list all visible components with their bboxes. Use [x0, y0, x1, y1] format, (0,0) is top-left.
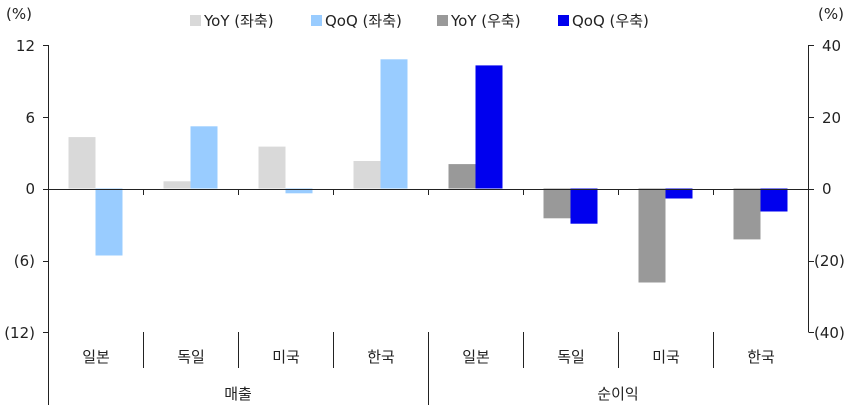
left-tick-label: (6)	[14, 252, 35, 270]
bar-revenue-qoq-4	[380, 59, 408, 189]
right-tick-label: 40	[822, 37, 841, 55]
bar-net-income-yoy-2	[543, 188, 571, 219]
left-axis-line	[43, 45, 49, 405]
right-axis: 40 20 0 (20) (40)	[814, 37, 845, 342]
bar-net-income-qoq-1	[475, 65, 503, 189]
bar-net-income-yoy-1	[448, 164, 476, 189]
group-label-net-income: 순이익	[597, 385, 638, 403]
category-label: 독일	[177, 348, 205, 366]
category-label: 미국	[272, 348, 300, 366]
bar-revenue-yoy-4	[353, 161, 381, 189]
bars	[68, 59, 788, 283]
right-tick-label: 0	[822, 180, 832, 198]
legend-item-yoy-right: YoY (우축)	[437, 12, 521, 30]
legend-swatch-qoq-left	[311, 15, 322, 26]
legend-label-yoy-left: YoY (좌축)	[203, 12, 274, 30]
category-label: 독일	[557, 348, 585, 366]
legend-label-qoq-left: QoQ (좌축)	[325, 12, 402, 30]
bar-revenue-yoy-3	[258, 146, 286, 189]
bar-revenue-yoy-1	[68, 137, 96, 189]
legend-item-qoq-right: QoQ (우축)	[558, 12, 649, 30]
right-tick-label: (40)	[814, 324, 845, 342]
bar-net-income-qoq-2	[570, 188, 598, 224]
legend-item-yoy-left: YoY (좌축)	[190, 12, 274, 30]
category-label: 일본	[82, 348, 110, 366]
bar-net-income-qoq-4	[760, 188, 788, 212]
category-labels: 일본 독일 미국 한국 일본 독일 미국 한국	[82, 348, 775, 366]
right-axis-line	[808, 45, 814, 333]
category-label: 미국	[652, 348, 680, 366]
left-tick-label: (12)	[4, 324, 35, 342]
legend-label-yoy-right: YoY (우축)	[450, 12, 521, 30]
bar-net-income-qoq-3	[665, 188, 693, 199]
legend-item-qoq-left: QoQ (좌축)	[311, 12, 402, 30]
category-label: 한국	[367, 348, 395, 366]
legend-swatch-yoy-right	[437, 15, 448, 26]
right-tick-label: (20)	[814, 252, 845, 270]
bar-net-income-yoy-4	[733, 188, 761, 240]
category-dividers	[143, 332, 714, 405]
legend: YoY (좌축) QoQ (좌축) YoY (우축) QoQ (우축)	[190, 12, 649, 30]
legend-swatch-yoy-left	[190, 15, 201, 26]
left-tick-label: 12	[16, 37, 35, 55]
bar-net-income-yoy-3	[638, 188, 666, 283]
left-axis-unit: (%)	[6, 5, 32, 23]
right-axis-unit: (%)	[818, 5, 844, 23]
group-label-revenue: 매출	[224, 385, 252, 403]
legend-swatch-qoq-right	[558, 15, 569, 26]
bar-revenue-qoq-3	[285, 188, 313, 194]
left-tick-label: 6	[25, 109, 35, 127]
left-tick-label: 0	[25, 180, 35, 198]
bar-revenue-qoq-1	[95, 188, 123, 256]
category-label: 일본	[462, 348, 490, 366]
left-axis: 12 6 0 (6) (12)	[4, 37, 35, 342]
bar-revenue-qoq-2	[190, 126, 218, 189]
legend-label-qoq-right: QoQ (우축)	[572, 12, 649, 30]
category-label: 한국	[747, 348, 775, 366]
right-tick-label: 20	[822, 109, 841, 127]
bar-revenue-yoy-2	[163, 181, 191, 189]
